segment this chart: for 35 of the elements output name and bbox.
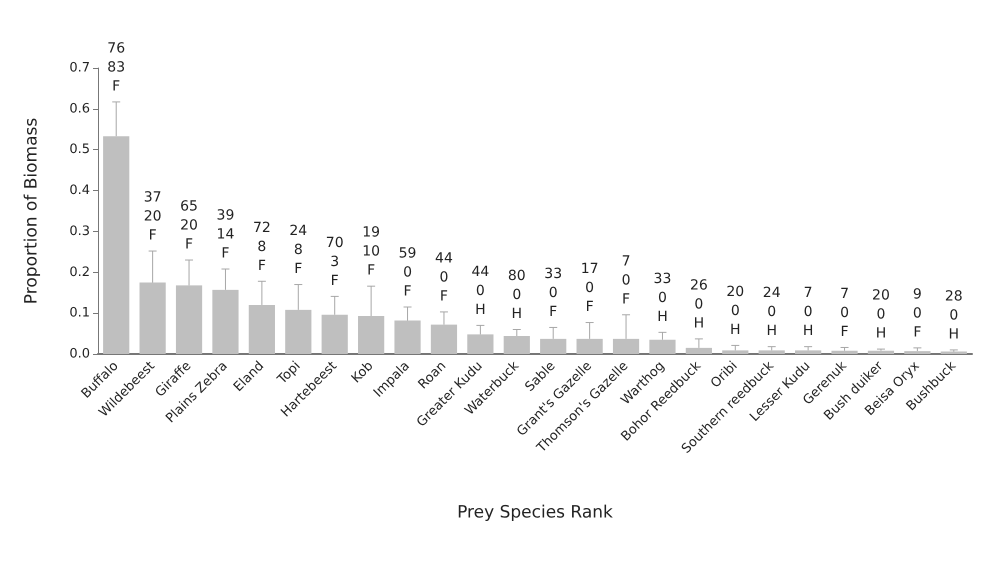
annotation: 7 0 F [622,253,631,308]
annotation: 7 0 F [840,286,850,340]
annotation: 70 3 F [326,234,344,289]
annotation: 28 0 H [944,288,963,342]
annotation: 7 0 H [802,285,814,340]
x-axis-title: Prey Species Rank [457,502,614,522]
annotation: 24 0 H [762,285,781,340]
y-tick-label: 0.2 [69,264,90,280]
y-tick-label: 0.0 [69,346,90,362]
annotation: 76 83 F [107,40,126,94]
annotation: 39 14 F [216,208,234,262]
annotation: 72 8 F [252,220,271,274]
y-tick-label: 0.1 [69,306,90,321]
annotation: 20 0 H [726,284,744,338]
annotation: 80 0 H [508,268,526,322]
annotation: 44 0 F [435,250,453,304]
annotation: 17 0 F [580,261,599,316]
y-tick-label: 0.6 [69,101,90,116]
annotation: 20 0 H [872,288,890,342]
y-tick-label: 0.5 [69,142,90,158]
annotation: 33 0 H [654,270,672,325]
annotation: 26 0 H [690,277,708,332]
x-tick-label: Kob [348,358,376,386]
y-tick-label: 0.3 [69,224,90,239]
y-axis-title: Proportion of Biomass [22,118,42,304]
annotation: 24 8 F [289,223,308,278]
annotation: 33 0 F [544,266,562,320]
y-tick-label: 0.4 [69,183,90,198]
y-tick-label: 0.7 [69,60,90,76]
annotation: 37 20 F [144,190,162,244]
annotation: 9 0 F [912,286,922,340]
annotation: 59 0 F [398,246,416,300]
annotation: 65 20 F [180,198,198,253]
annotation: 19 10 F [362,224,380,279]
annotation: 44 0 H [471,264,490,318]
